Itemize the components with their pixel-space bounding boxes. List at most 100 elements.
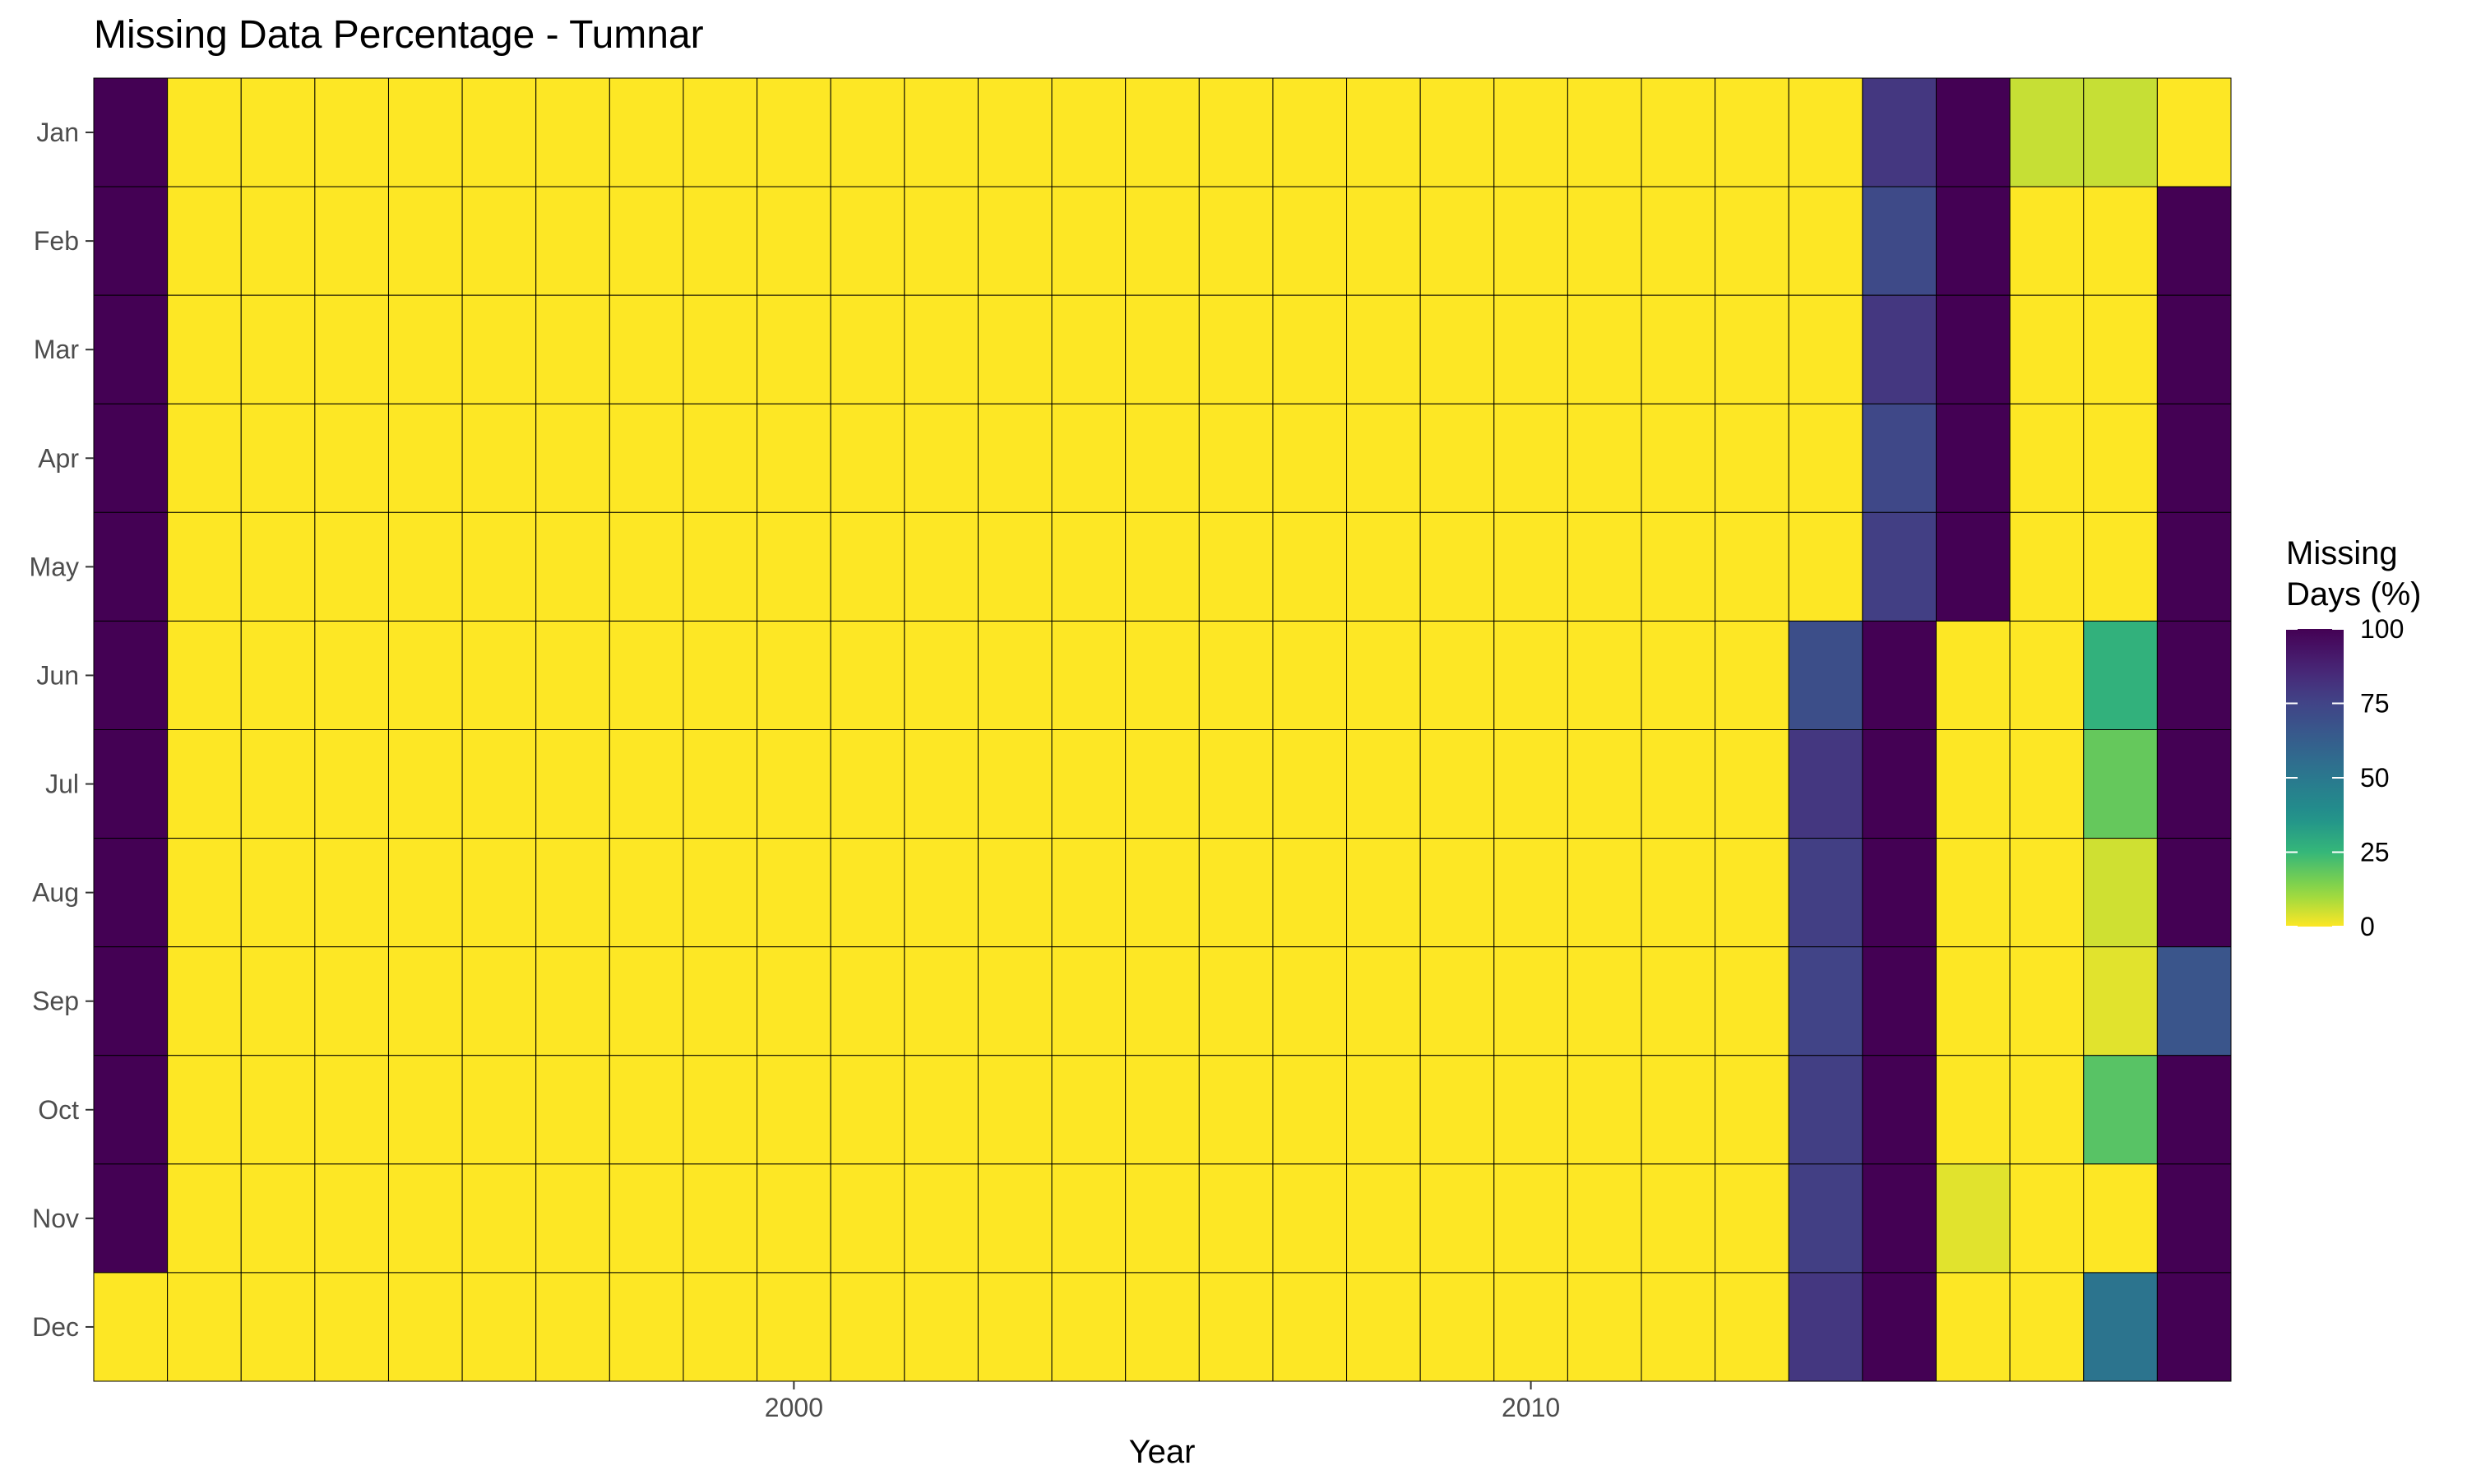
heatmap-cell	[1125, 729, 1200, 839]
heatmap-cell	[1715, 729, 1789, 839]
heatmap-cell	[977, 946, 1053, 1056]
heatmap-cell	[1272, 620, 1348, 730]
heatmap-cell	[1198, 77, 1274, 187]
heatmap-cell	[1346, 838, 1421, 948]
heatmap-cell	[1567, 1272, 1642, 1382]
heatmap-cell	[904, 77, 979, 187]
heatmap-cell	[904, 838, 979, 948]
heatmap-cell	[1567, 294, 1642, 405]
heatmap-cell	[609, 1272, 684, 1382]
heatmap-cell	[1567, 946, 1642, 1056]
legend-tick-label: 100	[2360, 614, 2404, 644]
heatmap-cell	[1641, 946, 1716, 1056]
heatmap-cell	[461, 729, 537, 839]
heatmap-cell	[2009, 620, 2085, 730]
heatmap-cell	[461, 186, 537, 296]
heatmap-cell	[2083, 511, 2158, 622]
heatmap-cell	[1419, 838, 1495, 948]
heatmap-cell	[93, 946, 169, 1056]
y-axis: Jan Feb Mar Apr May Jun Jul Aug Sep Oct Nov Dec	[30, 118, 94, 1342]
heatmap-cell	[314, 838, 389, 948]
heatmap-cell	[1715, 77, 1789, 187]
heatmap-cell	[757, 294, 831, 405]
heatmap-cell	[683, 403, 758, 513]
x-tick-label: 2000	[765, 1393, 823, 1422]
heatmap-cell	[977, 186, 1053, 296]
heatmap-cell	[2083, 620, 2158, 730]
chart-title: Missing Data Percentage - Tumnar	[94, 13, 704, 57]
heatmap-cell	[830, 403, 905, 513]
heatmap-cell	[683, 946, 758, 1056]
heatmap-cell	[1715, 511, 1789, 622]
heatmap-cell	[93, 838, 169, 948]
heatmap-cell	[2083, 403, 2158, 513]
heatmap-cell	[1567, 729, 1642, 839]
heatmap-cell	[1419, 294, 1495, 405]
heatmap-cell	[1125, 511, 1200, 622]
heatmap-cell	[240, 729, 316, 839]
heatmap-cell	[387, 838, 463, 948]
heatmap-cell	[1788, 403, 1863, 513]
heatmap-cell	[535, 511, 610, 622]
heatmap-cell	[1051, 511, 1127, 622]
heatmap-cell	[1641, 729, 1716, 839]
heatmap-cell	[1125, 946, 1200, 1056]
heatmap-cell	[2009, 403, 2085, 513]
heatmap-cell	[2083, 77, 2158, 187]
heatmap-cell	[830, 1163, 905, 1274]
heatmap-cell	[757, 838, 831, 948]
heatmap-cell	[683, 1272, 758, 1382]
heatmap-cell	[1051, 1055, 1127, 1165]
heatmap-cell	[2083, 1163, 2158, 1274]
heatmap-cell	[93, 403, 169, 513]
heatmap-cell	[1346, 294, 1421, 405]
heatmap-cell	[683, 1055, 758, 1165]
heatmap-cell	[1862, 1055, 1937, 1165]
heatmap-cell	[1936, 403, 2011, 513]
heatmap-cell	[830, 294, 905, 405]
heatmap-cell	[1641, 620, 1716, 730]
heatmap-cell	[387, 620, 463, 730]
heatmap-cell	[240, 77, 316, 187]
heatmap-cell	[240, 620, 316, 730]
heatmap-cell	[1641, 1163, 1716, 1274]
heatmap-cell	[609, 620, 684, 730]
heatmap-cell	[1567, 403, 1642, 513]
heatmap-cell	[757, 1055, 831, 1165]
heatmap-cell	[1936, 620, 2011, 730]
heatmap-cell	[1493, 186, 1568, 296]
heatmap-cell	[1493, 1055, 1568, 1165]
heatmap-cell	[1715, 620, 1789, 730]
heatmap-cell	[167, 1272, 242, 1382]
heatmap-cell	[757, 511, 831, 622]
y-tick-label: Jan	[36, 118, 79, 147]
y-tick-label: Feb	[34, 226, 79, 256]
heatmap-cell	[1125, 620, 1200, 730]
heatmap-cell	[1493, 729, 1568, 839]
heatmap-cell	[1125, 403, 1200, 513]
heatmap-cell	[93, 1272, 169, 1382]
y-tick-label: Sep	[32, 987, 79, 1016]
heatmap-cell	[1346, 620, 1421, 730]
heatmap-cell	[1051, 294, 1127, 405]
heatmap-cell	[904, 1163, 979, 1274]
heatmap-cell	[387, 511, 463, 622]
heatmap-cell	[609, 403, 684, 513]
heatmap-cell	[1862, 1272, 1937, 1382]
heatmap-cell	[2156, 1055, 2232, 1165]
heatmap-cell	[1272, 838, 1348, 948]
heatmap-cell	[1493, 403, 1568, 513]
heatmap-cell	[1788, 946, 1863, 1056]
heatmap-cell	[1272, 511, 1348, 622]
heatmap-cell	[2083, 294, 2158, 405]
y-tick-label: Mar	[34, 335, 79, 364]
heatmap-cell	[1419, 729, 1495, 839]
heatmap-cell	[535, 946, 610, 1056]
heatmap-cell	[1788, 620, 1863, 730]
y-tick-label: May	[30, 552, 79, 581]
legend-tick-label: 50	[2360, 763, 2390, 793]
heatmap-cell	[1419, 77, 1495, 187]
heatmap-cell	[387, 1272, 463, 1382]
heatmap-cell	[1567, 186, 1642, 296]
heatmap-cell	[1419, 946, 1495, 1056]
